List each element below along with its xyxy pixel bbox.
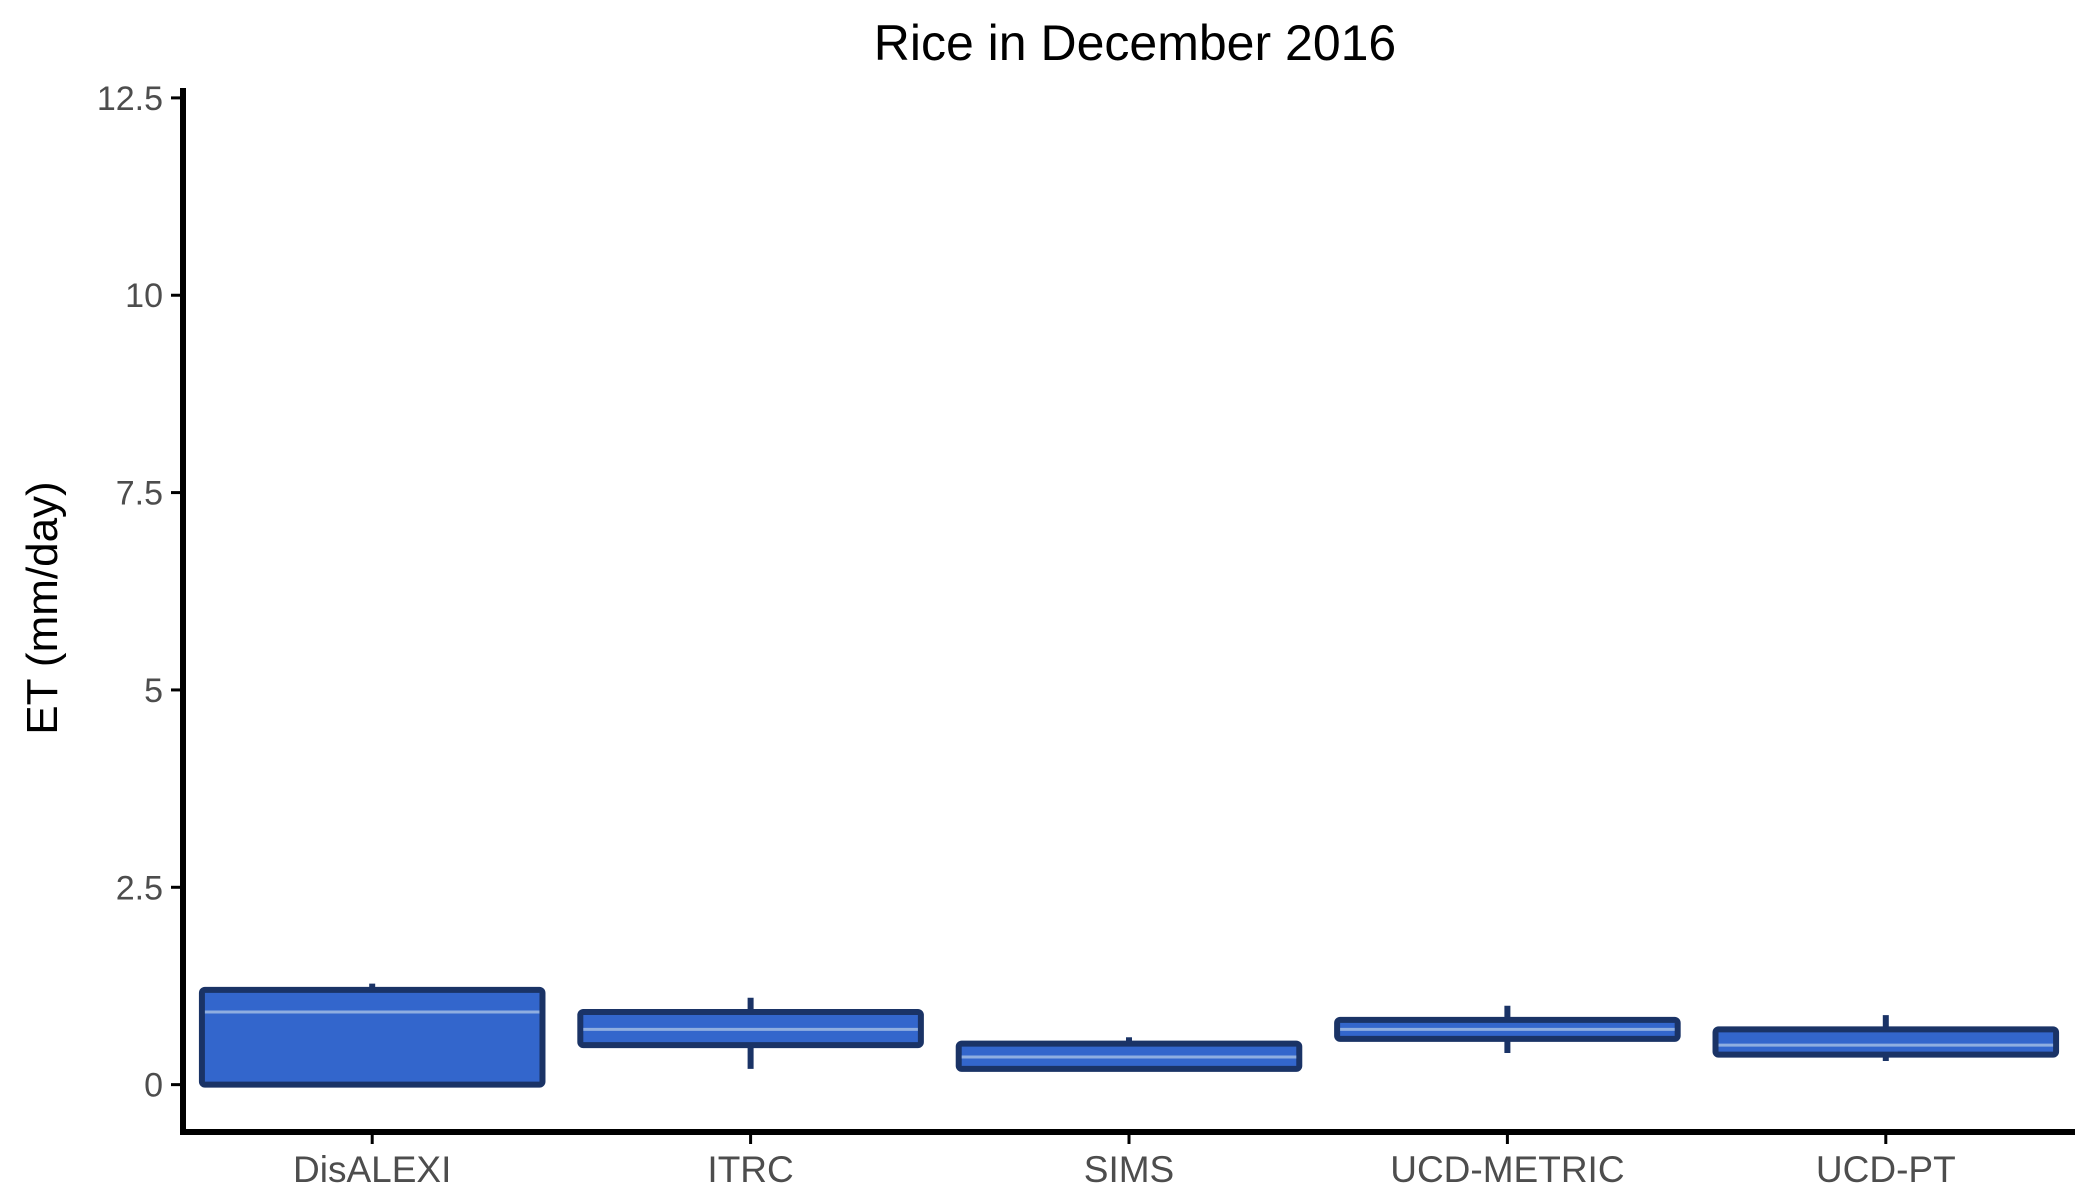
y-tick-label: 5 [144, 672, 163, 710]
x-tick-label: DisALEXI [293, 1149, 451, 1190]
box-sims [955, 1037, 1303, 1072]
y-tick-label: 0 [144, 1067, 163, 1105]
y-axis-title: ET (mm/day) [18, 481, 67, 734]
box-itrc [577, 997, 924, 1069]
y-tick-label: 7.5 [116, 475, 163, 513]
x-tick-label: SIMS [1084, 1149, 1174, 1190]
x-tick-label: ITRC [707, 1149, 793, 1190]
boxes [198, 983, 2060, 1088]
box-body [198, 986, 546, 1088]
x-axis-ticks: DisALEXI ITRC SIMS UCD-METRIC UCD-PT [293, 1132, 1956, 1190]
box-body [1712, 1026, 2060, 1058]
x-tick-label: UCD-METRIC [1390, 1149, 1624, 1190]
y-tick-label: 2.5 [116, 869, 163, 907]
y-tick-label: 10 [125, 277, 163, 315]
y-tick-label: 12.5 [97, 80, 163, 118]
chart-title: Rice in December 2016 [874, 15, 1397, 71]
box-ucd-pt [1712, 1015, 2060, 1061]
box-ucd-metric [1334, 1005, 1681, 1054]
y-axis-ticks: 0 2.5 5 7.5 10 12.5 [97, 80, 183, 1105]
x-tick-label: UCD-PT [1816, 1149, 1956, 1190]
box-disalexi [198, 983, 546, 1088]
